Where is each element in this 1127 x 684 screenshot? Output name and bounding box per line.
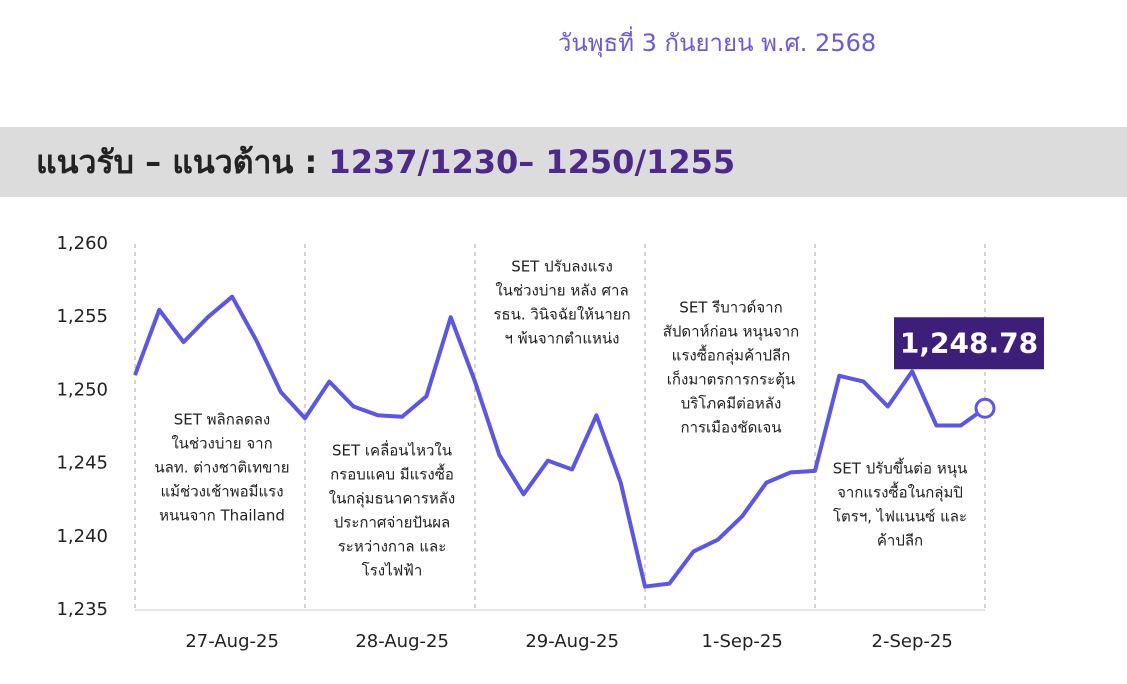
annotation: การเมืองชัดเจน <box>680 419 781 437</box>
annotation: กรอบแคบ มีแรงซื้อ <box>330 464 454 484</box>
annotation: โตรฯ, ไฟแนนซ์ และ <box>833 508 967 526</box>
x-tick-label: 1-Sep-25 <box>702 631 783 652</box>
annotation: แม้ช่วงเช้าพอมีแรง <box>160 483 283 501</box>
price-line <box>133 294 987 589</box>
annotation: SET เคลื่อนไหวใน <box>332 440 452 460</box>
x-tick-label: 29-Aug-25 <box>525 631 619 652</box>
title-band <box>0 127 1127 197</box>
y-tick-label: 1,245 <box>56 453 108 474</box>
annotation: SET พลิกลดลง <box>174 411 271 429</box>
title: แนวรับ – แนวต้าน : 1237/1230– 1250/1255 <box>36 143 735 181</box>
label-box <box>894 317 1044 370</box>
x-tick-label: 27-Aug-25 <box>185 631 279 652</box>
x-tick-label: 2-Sep-25 <box>872 631 953 652</box>
y-tick-label: 1,250 <box>56 379 108 400</box>
y-tick-label: 1,235 <box>56 599 108 620</box>
annotation: สัปดาห์ก่อน หนุนจาก <box>663 323 800 342</box>
annotation: SET รีบาวด์จาก <box>679 299 782 317</box>
annotation: หนนจาก Thailand <box>159 507 285 525</box>
y-tick-label: 1,240 <box>56 526 108 547</box>
annotation: SET ปรับลงแรง <box>511 258 613 276</box>
value-label: 1,248.78 <box>900 326 1038 359</box>
date: วันพุธที่ 3 กันยายน พ.ศ. 2568 <box>558 26 876 58</box>
x-tick-label: 28-Aug-25 <box>355 631 449 652</box>
end-point <box>974 397 996 419</box>
annotation: ในช่วงบ่าย จาก <box>171 435 272 453</box>
annotation: ฯ พ้นจากตำแหน่ง <box>505 330 620 348</box>
annotation: โรงไฟฟ้า <box>362 562 423 580</box>
annotation: รธน. วินิจฉัยให้นายก <box>493 306 630 324</box>
annotation: ในกลุ่มธนาคารหลัง <box>329 490 456 509</box>
title-levels: 1237/1230– 1250/1255 <box>328 143 735 181</box>
annotation: ค้าปลีก <box>877 532 923 550</box>
y-tick-label: 1,255 <box>56 306 108 327</box>
annotation: จากแรงซื้อในกลุ่มปิ <box>837 482 963 503</box>
annotation: นลท. ต่างชาติเทขาย <box>154 459 289 477</box>
annotation: บริโภคมีต่อหลัง <box>681 395 782 413</box>
annotation: เก็งมาตรการกระตุ้น <box>667 370 795 390</box>
annotation: ระหว่างกาล และ <box>338 538 447 556</box>
annotation: แรงซื้อกลุ่มค้าปลีก <box>672 345 791 366</box>
title-label: แนวรับ – แนวต้าน : <box>36 143 328 181</box>
y-tick-label: 1,260 <box>56 233 108 254</box>
annotation: ในช่วงบ่าย หลัง ศาล <box>495 282 628 300</box>
annotation: SET ปรับขึ้นต่อ หนุน <box>833 458 967 479</box>
annotation: ประกาศจ่ายปันผล <box>334 514 450 532</box>
